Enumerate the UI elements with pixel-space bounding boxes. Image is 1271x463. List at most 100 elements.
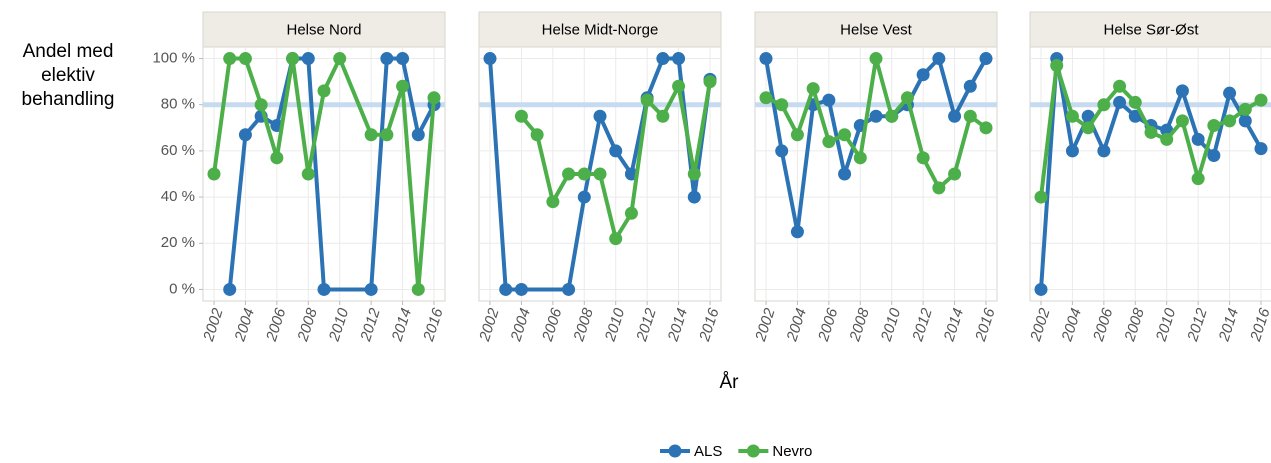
x-tick-label: 2006 [263,306,290,345]
x-tick-label: 2006 [815,306,842,345]
data-point [1191,132,1205,146]
x-tick-label: 2008 [294,306,321,345]
x-tick-label: 2016 [972,306,999,345]
legend-swatch-point [668,444,682,458]
data-point [932,52,946,66]
x-tick-label: 2016 [696,306,723,345]
x-tick-label: 2002 [476,306,503,345]
data-point [838,167,852,181]
data-point [238,52,252,66]
data-point [1191,172,1205,186]
data-point [1050,58,1064,72]
data-point [916,151,930,165]
data-point [1034,282,1048,296]
x-tick-label: 2008 [1121,306,1148,345]
data-point [1128,109,1142,123]
x-axis-label: År [720,372,740,393]
data-point [759,91,773,105]
x-tick-label: 2008 [846,306,873,345]
data-point [1034,190,1048,204]
data-point [411,128,425,142]
x-tick-label: 2004 [231,306,258,344]
data-point [1254,93,1268,107]
data-point [380,128,394,142]
data-point [1113,79,1127,93]
x-tick-label: 2016 [1247,306,1271,345]
data-point [948,109,962,123]
data-point [562,167,576,181]
data-point [317,84,331,98]
data-point [411,282,425,296]
data-point [687,190,701,204]
facet-strip [754,11,998,48]
data-point [672,52,686,66]
data-point [1207,119,1221,133]
data-point [223,282,237,296]
data-point [869,109,883,123]
data-point [885,109,899,123]
data-point [577,167,591,181]
data-point [948,167,962,181]
y-axis-label: Andel med elektiv behandling [21,41,115,110]
y-tick-label: 60 % [161,142,195,159]
facet-strip [202,11,446,48]
y-tick-label: 0 % [169,280,195,297]
data-point [979,52,993,66]
x-tick-label: 2014 [388,306,415,344]
legend-item: Nevro [738,443,812,460]
data-point [593,109,607,123]
x-tick-label: 2004 [1058,306,1085,344]
data-point [301,52,315,66]
x-tick-label: 2016 [420,306,447,345]
data-point [396,79,410,93]
data-point [822,93,836,107]
data-point [1175,114,1189,128]
x-tick-label: 2004 [507,306,534,344]
data-point [790,128,804,142]
x-tick-label: 2010 [878,306,905,345]
facet-title: Helse Nord [286,21,361,38]
data-point [223,52,237,66]
data-point [1160,132,1174,146]
x-tick-label: 2006 [1090,306,1117,345]
x-tick-label: 2010 [602,306,629,345]
data-point [932,181,946,195]
x-tick-label: 2004 [783,306,810,344]
facet-title: Helse Vest [840,21,913,38]
data-point [1113,95,1127,109]
data-point [624,206,638,220]
data-point [1097,144,1111,158]
data-point [1144,125,1158,139]
data-point [364,282,378,296]
data-point [483,52,497,66]
data-point [806,82,820,96]
data-point [790,225,804,239]
data-point [838,128,852,142]
data-point [672,79,686,93]
x-tick-label: 2002 [1027,306,1054,345]
x-tick-label: 2014 [940,306,967,344]
data-point [270,151,284,165]
legend-item: ALS [660,443,722,460]
data-point [593,167,607,181]
data-point [562,282,576,296]
data-point [530,128,544,142]
data-point [1081,121,1095,135]
data-point [427,91,441,105]
y-tick-label: 100 % [152,50,195,67]
y-tick-label: 20 % [161,234,195,251]
data-point [656,52,670,66]
data-point [333,52,347,66]
data-point [317,282,331,296]
data-point [396,52,410,66]
data-point [1097,98,1111,112]
data-point [869,52,883,66]
series-line [212,56,436,292]
data-point [1207,149,1221,163]
facet-strip [1029,11,1271,48]
data-point [1128,95,1142,109]
data-point [1223,114,1237,128]
x-tick-label: 2002 [752,306,779,345]
data-point [1238,102,1252,116]
